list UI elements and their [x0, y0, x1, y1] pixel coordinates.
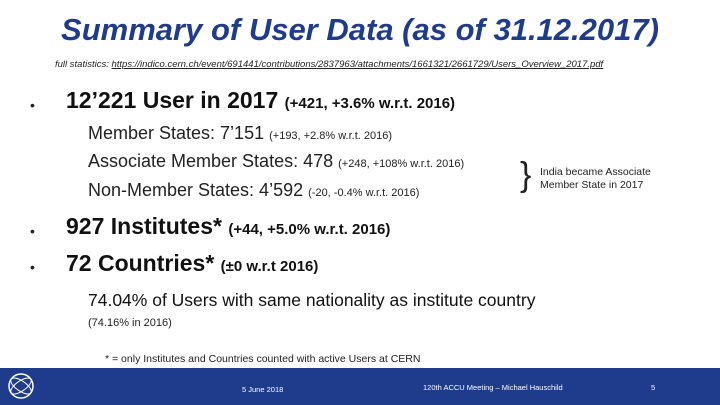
slide-title: Summary of User Data (as of 31.12.2017)	[61, 12, 659, 47]
nationality-previous: (74.16% in 2016)	[88, 317, 172, 329]
cern-logo-icon	[8, 373, 34, 399]
footer-date: 5 June 2018	[242, 385, 284, 394]
member-states-change: (+193, +2.8% w.r.t. 2016)	[269, 130, 393, 142]
associate-states-line: Associate Member States: 478 (+248, +108…	[88, 151, 464, 172]
non-member-states-label: Non-Member States: 4’592	[88, 180, 304, 200]
statistics-line: full statistics: https://indico.cern.ch/…	[55, 59, 603, 70]
countries-total-change: (±0 w.r.t 2016)	[220, 258, 319, 275]
bullet-glyph: •	[30, 223, 35, 239]
bullet-glyph: •	[30, 97, 35, 113]
countries-total-value: 72 Countries*	[66, 250, 215, 276]
associate-states-change: (+248, +108% w.r.t. 2016)	[338, 158, 465, 170]
india-note: India became Associate Member State in 2…	[540, 166, 651, 191]
institutes-total-value: 927 Institutes*	[66, 213, 222, 239]
countries-total: 72 Countries* (±0 w.r.t 2016)	[66, 250, 318, 277]
users-total-change: (+421, +3.6% w.r.t. 2016)	[284, 95, 456, 112]
page-number: 5	[651, 383, 656, 392]
nationality-statement: 74.04% of Users with same nationality as…	[88, 290, 536, 310]
institutes-total-change: (+44, +5.0% w.r.t. 2016)	[228, 221, 391, 238]
brace-icon: }	[520, 156, 532, 194]
member-states-label: Member States: 7’151	[88, 123, 265, 143]
associate-states-label: Associate Member States: 478	[88, 151, 334, 171]
statistics-prefix: full statistics:	[55, 59, 109, 70]
users-total-value: 12’221 User in 2017	[66, 87, 279, 113]
bullet-glyph: •	[30, 259, 35, 275]
non-member-states-change: (-20, -0.4% w.r.t. 2016)	[308, 187, 420, 199]
users-total: 12’221 User in 2017 (+421, +3.6% w.r.t. …	[66, 87, 455, 114]
member-states-line: Member States: 7’151 (+193, +2.8% w.r.t.…	[88, 123, 392, 144]
non-member-states-line: Non-Member States: 4’592 (-20, -0.4% w.r…	[88, 180, 419, 201]
institutes-total: 927 Institutes* (+44, +5.0% w.r.t. 2016)	[66, 213, 390, 240]
footnote: * = only Institutes and Countries counte…	[105, 353, 421, 365]
statistics-link[interactable]: https://indico.cern.ch/event/691441/cont…	[111, 59, 604, 70]
footer-meeting: 120th ACCU Meeting – Michael Hauschild	[423, 383, 563, 392]
footer-bar	[0, 368, 720, 405]
